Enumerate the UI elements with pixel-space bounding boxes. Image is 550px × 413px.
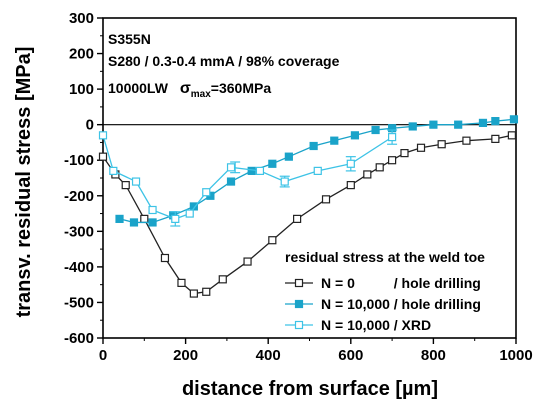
data-point (454, 120, 463, 129)
data-point (218, 275, 227, 284)
annotation-shot-peening: S280 / 0.3-0.4 mmA / 98% coverage (108, 53, 340, 69)
data-point (109, 166, 118, 175)
data-point (416, 143, 426, 152)
x-tick-label: 400 (256, 347, 281, 364)
data-point (255, 166, 265, 175)
legend-entry-label: N = 10,000 / hole drilling (321, 296, 481, 312)
x-tick-label: 0 (99, 347, 107, 364)
data-point (189, 289, 198, 298)
y-tick-label: 100 (69, 81, 94, 98)
data-point (309, 141, 318, 151)
data-point (98, 131, 108, 140)
data-point (280, 177, 289, 186)
data-point (160, 253, 170, 263)
data-point (268, 159, 277, 168)
data-point (293, 214, 302, 223)
data-point (268, 236, 277, 245)
data-point (346, 181, 355, 190)
sigma-subscript: max (191, 89, 211, 100)
data-point (189, 202, 198, 211)
y-tick-label: -400 (64, 259, 94, 276)
data-point (509, 115, 519, 124)
y-tick-label: -500 (64, 294, 94, 311)
legend: residual stress at the weld toe N = 0 / … (285, 249, 485, 333)
data-point (171, 214, 180, 223)
data-point (388, 133, 397, 142)
data-point (247, 166, 256, 175)
data-point (400, 149, 409, 158)
y-tick-label: -100 (64, 152, 94, 169)
y-tick-label: -600 (64, 330, 94, 347)
x-tick-label: 800 (421, 347, 446, 364)
data-point (202, 287, 211, 296)
data-point (346, 159, 355, 168)
sigma-symbol: σ (180, 80, 191, 97)
x-tick-label: 600 (338, 347, 363, 364)
data-point (284, 152, 293, 161)
y-tick-label: 200 (69, 46, 94, 63)
y-tick-label: 0 (86, 117, 94, 134)
data-point (330, 136, 339, 145)
data-point (437, 140, 446, 149)
annotation-load-cycles: 10000LW (108, 80, 169, 96)
legend-entry-label: N = 0 / hole drilling (321, 275, 481, 291)
sigma-value: =360MPa (211, 80, 272, 96)
data-point (98, 152, 108, 161)
data-point (371, 125, 380, 135)
data-point (429, 120, 438, 129)
data-point (226, 177, 236, 186)
data-point (177, 278, 186, 287)
x-tick-label: 1000 (499, 347, 532, 364)
data-point (375, 163, 384, 172)
data-point (202, 188, 211, 197)
data-point (148, 205, 157, 215)
data-point (462, 136, 471, 145)
annotation-material: S355N (108, 31, 151, 47)
series-layer (98, 115, 519, 298)
legend-swatch-marker (294, 320, 304, 330)
data-point (140, 214, 149, 223)
data-point (363, 170, 372, 179)
data-point (350, 131, 360, 140)
data-point (115, 214, 124, 223)
data-point (243, 257, 252, 266)
data-point (321, 195, 331, 204)
y-tick-label: -300 (64, 223, 94, 240)
x-axis-title: distance from surface [µm] (182, 378, 438, 400)
data-point (226, 163, 236, 172)
y-tick-label: -200 (64, 188, 94, 205)
data-point (491, 134, 500, 143)
y-tick-label: 300 (69, 10, 94, 27)
data-point (121, 181, 130, 190)
annotation-load: 10000LW σmax=360MPa (108, 80, 271, 100)
data-point (313, 166, 322, 175)
legend-title: residual stress at the weld toe (285, 249, 485, 265)
y-axis-title: transv. residual stress [MPa] (13, 47, 35, 318)
data-point (478, 118, 488, 127)
data-point (491, 117, 500, 126)
legend-swatch-marker (294, 278, 304, 288)
data-point (408, 122, 417, 131)
data-point (388, 156, 397, 165)
data-point (129, 218, 139, 227)
series-line (102, 135, 393, 220)
series-3 (98, 129, 398, 227)
data-point (131, 177, 141, 186)
data-point (507, 131, 516, 140)
legend-swatch-marker (294, 299, 304, 309)
legend-entry-label: N = 10,000 / XRD (321, 317, 431, 333)
data-point (148, 218, 157, 227)
series-1 (98, 131, 516, 298)
data-point (185, 209, 194, 218)
x-tick-label: 200 (173, 347, 198, 364)
